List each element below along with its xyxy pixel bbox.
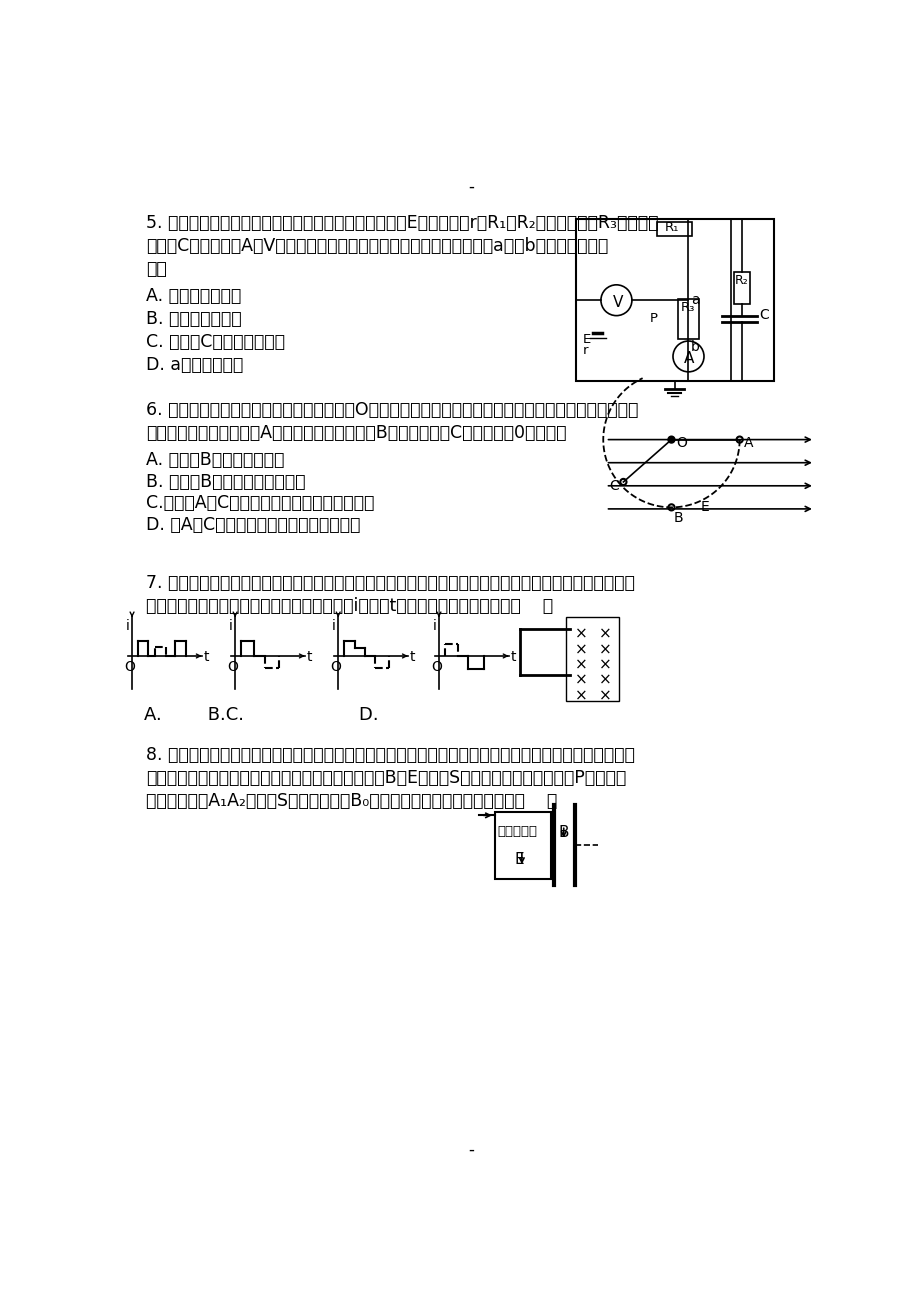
Text: t: t <box>510 650 516 664</box>
Text: 子位置的胶片A₁A₂。平板S下方有强度为B₀的匀强磁场。下列表述正确的是（    ）: 子位置的胶片A₁A₂。平板S下方有强度为B₀的匀强磁场。下列表述正确的是（ ） <box>146 792 557 810</box>
Text: ×: × <box>574 689 587 703</box>
Text: C.小球从A到C的过程中，机械能先减少后增大: C.小球从A到C的过程中，机械能先减少后增大 <box>146 495 374 512</box>
Text: R₁: R₁ <box>664 221 679 234</box>
Text: 线框中逃时针方向的电流为正，则线框中电流i随时间t变化的图象可能正确的是（    ）: 线框中逃时针方向的电流为正，则线框中电流i随时间t变化的图象可能正确的是（ ） <box>146 596 552 615</box>
Text: O: O <box>227 660 238 674</box>
Text: P: P <box>649 311 657 324</box>
Text: E: E <box>582 333 590 346</box>
Text: C. 电容器C所带电荷量增多: C. 电容器C所带电荷量增多 <box>146 333 285 352</box>
Text: t: t <box>306 650 312 664</box>
Text: ×: × <box>598 689 611 703</box>
Text: D. a点的电势降低: D. a点的电势降低 <box>146 357 243 375</box>
Text: 把细线水平拉直，小球从A点静止释放，经最低点B后，小球摇到C点时速度为0，则（）: 把细线水平拉直，小球从A点静止释放，经最低点B后，小球摇到C点时速度为0，则（） <box>146 424 566 443</box>
Bar <box>575 219 773 381</box>
Text: i: i <box>332 618 335 633</box>
Text: A. 电压表示数变小: A. 电压表示数变小 <box>146 288 241 305</box>
Bar <box>677 298 698 339</box>
Text: O: O <box>431 660 442 674</box>
Text: R₃: R₃ <box>680 301 695 314</box>
Text: C: C <box>758 309 768 322</box>
Text: t: t <box>203 650 209 664</box>
Text: ×: × <box>574 658 587 673</box>
Text: E: E <box>700 500 709 514</box>
Text: b: b <box>690 340 699 354</box>
Text: A. 小球在B点时的速度最大: A. 小球在B点时的速度最大 <box>146 452 284 469</box>
Text: 择器内相互正交的匀强磁场和匀强电场的强度分别为B和E。平板S上有可让粒子通过的狭缝P和记录粒: 择器内相互正交的匀强磁场和匀强电场的强度分别为B和E。平板S上有可让粒子通过的狭… <box>146 769 626 788</box>
Text: B. 电流表示数变小: B. 电流表示数变小 <box>146 310 242 328</box>
Text: ×: × <box>598 658 611 673</box>
Text: ×: × <box>574 673 587 687</box>
Text: i: i <box>229 618 233 633</box>
Text: A: A <box>683 352 694 366</box>
Text: i: i <box>432 618 437 633</box>
Text: 阻器，C为电容器，A、V为理想电流表和电压表。在滑动变阻器的滑片由a端向b端滑动的过程中: 阻器，C为电容器，A、V为理想电流表和电压表。在滑动变阻器的滑片由a端向b端滑动… <box>146 237 607 255</box>
Text: B: B <box>673 512 683 525</box>
Text: 8. 如图是质谱仪的工作原理示意图，电荷量相同的带电粒子被加速电场加速后，进入速度选择器。速度选: 8. 如图是质谱仪的工作原理示意图，电荷量相同的带电粒子被加速电场加速后，进入速… <box>146 746 634 764</box>
Text: E: E <box>514 852 523 867</box>
Text: 7. 如图所示，闭合导线框向右匀速穿过垂直纸面向里的匀强磁场区域，磁场区域宽度大于线框尺寸，规定: 7. 如图所示，闭合导线框向右匀速穿过垂直纸面向里的匀强磁场区域，磁场区域宽度大… <box>146 574 634 591</box>
Text: B: B <box>558 825 568 840</box>
Text: O: O <box>675 436 686 449</box>
Bar <box>733 272 749 305</box>
Circle shape <box>667 436 674 443</box>
Text: t: t <box>409 650 414 664</box>
Text: O: O <box>330 660 341 674</box>
Text: -: - <box>468 1141 474 1159</box>
Text: a: a <box>690 293 698 306</box>
Text: R₂: R₂ <box>734 273 748 286</box>
Text: r: r <box>582 344 587 357</box>
Text: ×: × <box>598 626 611 642</box>
Text: ×: × <box>598 673 611 687</box>
Text: ×: × <box>598 642 611 658</box>
Text: （）: （） <box>146 260 166 279</box>
Text: A.        B.C.                    D.: A. B.C. D. <box>144 706 379 724</box>
Text: A: A <box>743 436 753 449</box>
Text: -: - <box>468 178 474 195</box>
Text: O: O <box>124 660 135 674</box>
Text: 6. 如图一根不可伸长的绣缘细线一端固定于O点，另一端系一带电小球，置于水平向右的匀强电场中，现: 6. 如图一根不可伸长的绣缘细线一端固定于O点，另一端系一带电小球，置于水平向右… <box>146 401 638 419</box>
Text: ×: × <box>574 626 587 642</box>
Text: V: V <box>612 294 622 310</box>
Text: D. 从A到C的过程中小球的电势能一直增大: D. 从A到C的过程中小球的电势能一直增大 <box>146 516 360 534</box>
Text: 5. 在如图所示的电路中，电源的负极接地，其电动势为E、内电阻为r，R₁、R₂为定值电阻，R₃为滑动变: 5. 在如图所示的电路中，电源的负极接地，其电动势为E、内电阻为r，R₁、R₂为… <box>146 214 658 232</box>
Text: i: i <box>126 618 130 633</box>
Bar <box>565 617 618 700</box>
Text: C: C <box>608 479 618 493</box>
Text: 速度选择器: 速度选择器 <box>496 825 537 838</box>
Bar <box>657 221 691 236</box>
Bar <box>494 811 550 879</box>
Text: ×: × <box>574 642 587 658</box>
Text: B. 小球在B点时的绳子拉力最大: B. 小球在B点时的绳子拉力最大 <box>146 473 305 491</box>
